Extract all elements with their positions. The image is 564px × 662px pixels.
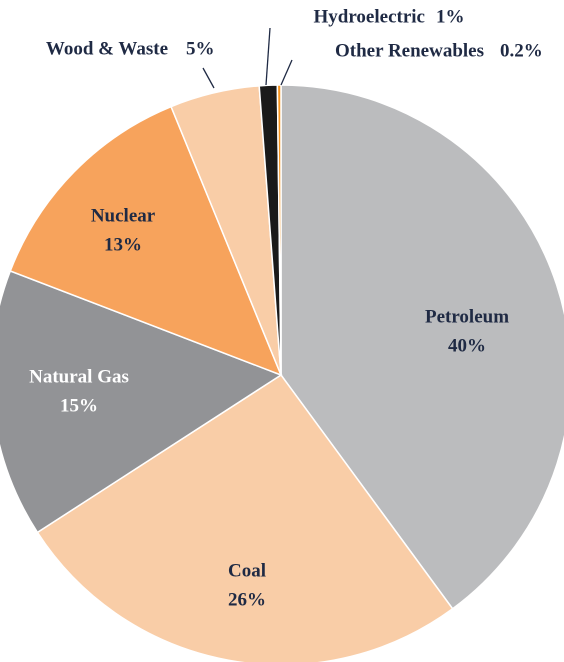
leader-line (265, 27, 271, 86)
pie-slice (36, 373, 454, 662)
pie-slice (9, 105, 283, 377)
slice-label: Wood & Waste (46, 38, 168, 59)
pie-slice (280, 84, 564, 610)
leader-line (202, 67, 215, 89)
slice-label: Coal (228, 560, 266, 581)
value-label: 13% (104, 234, 142, 255)
slice-label: Other Renewables (335, 40, 484, 61)
pie (0, 84, 564, 662)
slice-label: Nuclear (91, 205, 156, 226)
value-label: 15% (60, 395, 98, 416)
value-label: 40% (448, 335, 486, 356)
value-label: 5% (186, 38, 215, 59)
slice-label: Petroleum (425, 306, 509, 327)
slice-label: Hydroelectric (314, 6, 426, 27)
labels: Petroleum 40% Coal 26% Natural Gas 15% Nuclear… (29, 6, 543, 610)
leader-line (280, 59, 293, 86)
slice-label: Natural Gas (29, 366, 129, 387)
value-label: 0.2% (500, 40, 543, 61)
pie-slice (276, 84, 282, 376)
pie-slice (0, 270, 283, 534)
value-label: 1% (436, 6, 465, 27)
value-label: 26% (228, 589, 266, 610)
